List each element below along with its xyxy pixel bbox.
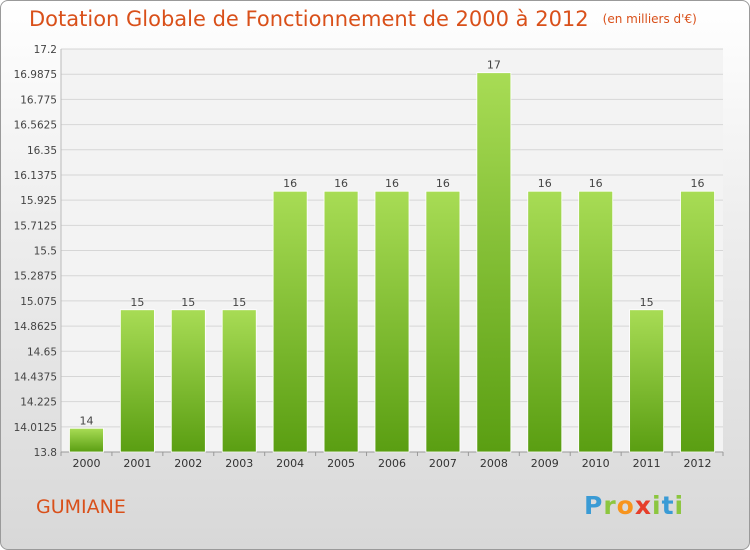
y-tick-label: 14.4375 <box>14 371 57 383</box>
x-tick-label: 2007 <box>429 457 457 470</box>
proxiti-logo: Proxiti <box>584 491 684 520</box>
y-tick-label: 16.35 <box>27 145 57 157</box>
data-label: 16 <box>334 177 348 190</box>
x-tick-label: 2012 <box>684 457 712 470</box>
y-tick-label: 14.225 <box>20 397 57 409</box>
bar <box>629 309 665 453</box>
logo-letter: t <box>661 491 675 520</box>
y-tick-label: 15.7125 <box>14 220 57 232</box>
y-tick-label: 16.9875 <box>14 69 57 81</box>
bar <box>476 72 512 453</box>
bar <box>527 190 563 453</box>
bar <box>119 309 155 453</box>
data-label: 17 <box>487 59 501 72</box>
logo-letter: P <box>584 491 604 520</box>
unit-label: (en milliers d'€) <box>602 12 697 26</box>
y-tick-label: 15.5 <box>34 246 57 258</box>
logo-letter: r <box>603 491 617 520</box>
data-label: 15 <box>232 296 246 309</box>
bar <box>578 190 614 453</box>
data-label: 15 <box>130 296 144 309</box>
data-label: 14 <box>79 414 93 427</box>
y-tick-label: 15.2875 <box>14 271 57 283</box>
x-tick-label: 2002 <box>174 457 202 470</box>
x-tick-label: 2010 <box>582 457 610 470</box>
data-label: 16 <box>589 177 603 190</box>
data-label: 16 <box>385 177 399 190</box>
chart-title: Dotation Globale de Fonctionnement de 20… <box>29 7 697 31</box>
logo-letter: x <box>634 491 652 520</box>
data-label: 16 <box>691 177 705 190</box>
bar <box>221 309 257 453</box>
y-tick-label: 16.1375 <box>14 170 57 182</box>
y-tick-label: 15.075 <box>20 296 57 308</box>
x-tick-label: 2004 <box>276 457 304 470</box>
y-tick-label: 14.8625 <box>14 321 57 333</box>
logo-letter: i <box>674 491 685 520</box>
data-label: 15 <box>181 296 195 309</box>
x-tick-label: 2008 <box>480 457 508 470</box>
logo-letter: i <box>652 491 662 520</box>
data-label: 16 <box>436 177 450 190</box>
y-axis: 17.2 16.9875 16.775 16.5625 16.35 16.1375 15.9… <box>14 44 723 459</box>
commune-name: GUMIANE <box>36 496 126 518</box>
x-tick-label: 2005 <box>327 457 355 470</box>
y-tick-label: 17.2 <box>34 44 57 56</box>
data-label: 16 <box>283 177 297 190</box>
bar <box>680 190 715 453</box>
bar <box>425 190 461 453</box>
x-axis: 2000 2001 2002 2003 2004 2005 2006 2007 2008 2009… <box>60 452 724 470</box>
x-tick-label: 2000 <box>72 457 100 470</box>
title-text: Dotation Globale de Fonctionnement de 20… <box>29 7 589 31</box>
y-tick-label: 16.5625 <box>14 120 57 132</box>
y-tick-label: 13.8 <box>34 447 57 459</box>
x-tick-label: 2001 <box>123 457 151 470</box>
bars: 14 15 15 15 16 16 16 16 17 16 16 15 16 <box>69 59 715 453</box>
x-tick-label: 2003 <box>225 457 253 470</box>
x-tick-label: 2009 <box>531 457 559 470</box>
data-label: 15 <box>640 296 654 309</box>
data-label: 16 <box>538 177 552 190</box>
bar <box>272 190 308 453</box>
y-tick-label: 14.65 <box>27 346 57 358</box>
y-tick-label: 14.0125 <box>14 422 57 434</box>
x-tick-label: 2011 <box>633 457 661 470</box>
y-tick-label: 15.925 <box>20 195 57 207</box>
bar <box>69 427 104 453</box>
bar <box>323 190 359 453</box>
logo-letter: o <box>616 491 635 520</box>
x-tick-label: 2006 <box>378 457 406 470</box>
bar <box>170 309 206 453</box>
y-tick-label: 16.775 <box>20 94 57 106</box>
bar <box>374 190 410 453</box>
